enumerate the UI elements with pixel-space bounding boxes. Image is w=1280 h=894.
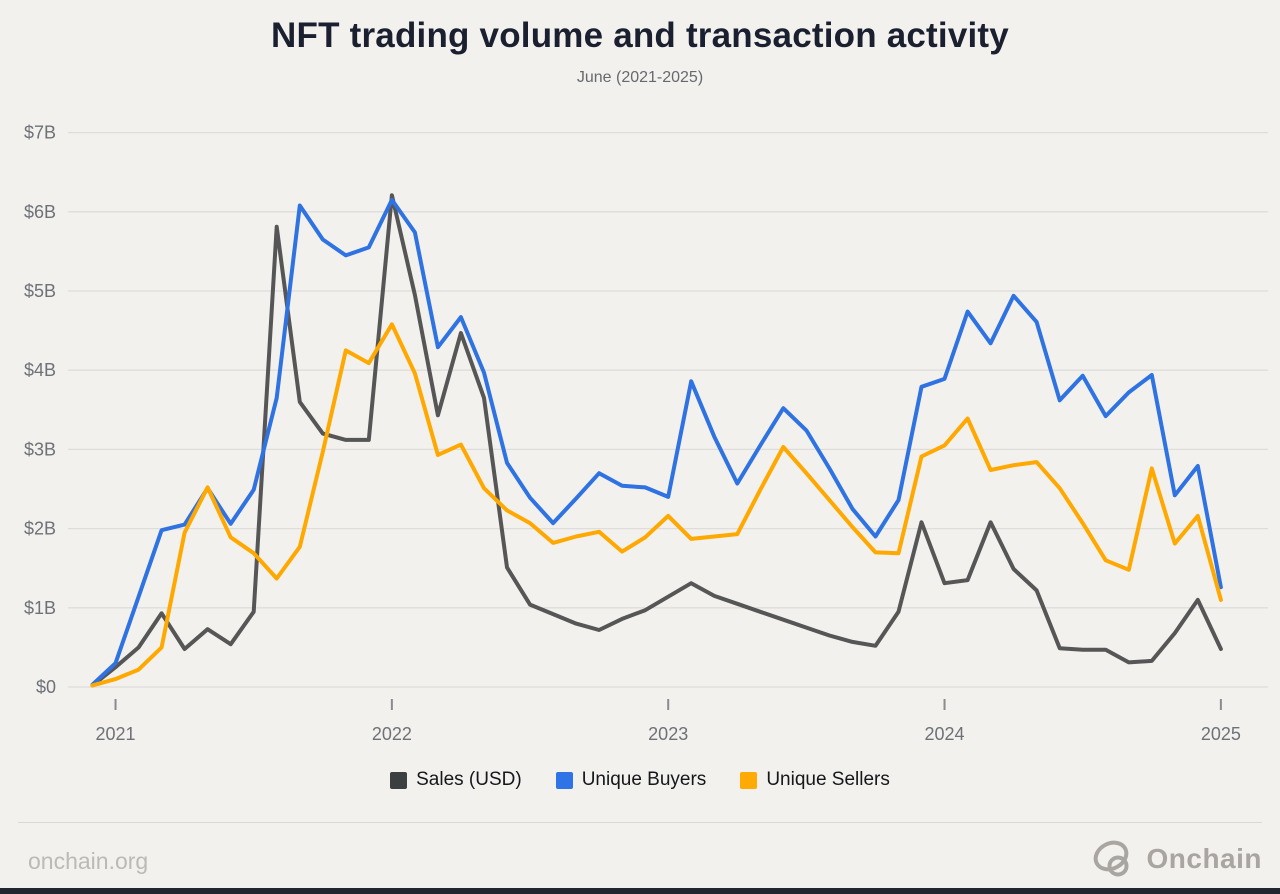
y-axis-label: $6B <box>24 202 56 222</box>
onchain-rings-icon <box>1094 840 1129 877</box>
x-axis-label: 2023 <box>648 724 688 744</box>
page-title: NFT trading volume and transaction activ… <box>271 16 1009 55</box>
x-axis-label: 2025 <box>1201 724 1241 744</box>
y-axis-label: $0 <box>36 677 56 697</box>
chart-subtitle: June (2021-2025) <box>576 69 704 86</box>
x-axis-label: 2022 <box>372 724 412 744</box>
legend-item-unique-buyers[interactable]: Unique Buyers <box>555 769 707 791</box>
footer-site-link[interactable]: onchain.org <box>28 848 149 874</box>
y-axis-label: $4B <box>24 360 56 380</box>
brand-logo: Onchain <box>1090 840 1262 878</box>
series-line-sales-usd <box>90 193 1223 688</box>
y-axis-label: $3B <box>24 439 56 459</box>
brand-wordmark: Onchain <box>1146 843 1262 874</box>
legend-label-unique-sellers: Unique Sellers <box>766 769 890 790</box>
x-axis-label: 2021 <box>96 724 136 744</box>
legend-label-unique-buyers: Unique Buyers <box>581 769 707 790</box>
chart-legend: Sales (USD) Unique Buyers Unique Sellers <box>0 769 1280 791</box>
footer-divider <box>18 822 1262 823</box>
y-axis-label: $5B <box>24 281 56 301</box>
y-axis-label: $1B <box>24 598 56 618</box>
legend-swatch-sales-usd <box>390 771 408 789</box>
series-line-unique-sellers <box>90 322 1223 688</box>
legend-label-sales-usd: Sales (USD) <box>416 769 522 790</box>
bottom-accent-bar <box>0 888 1280 894</box>
y-axis-label: $7B <box>24 123 56 143</box>
legend-swatch-unique-buyers <box>555 771 573 789</box>
y-axis-label: $2B <box>24 519 56 539</box>
legend-swatch-unique-sellers <box>740 771 758 789</box>
legend-item-unique-sellers[interactable]: Unique Sellers <box>740 769 890 791</box>
series-line-unique-buyers <box>90 197 1223 687</box>
legend-item-sales-usd[interactable]: Sales (USD) <box>390 769 522 791</box>
x-axis-label: 2024 <box>925 724 965 744</box>
